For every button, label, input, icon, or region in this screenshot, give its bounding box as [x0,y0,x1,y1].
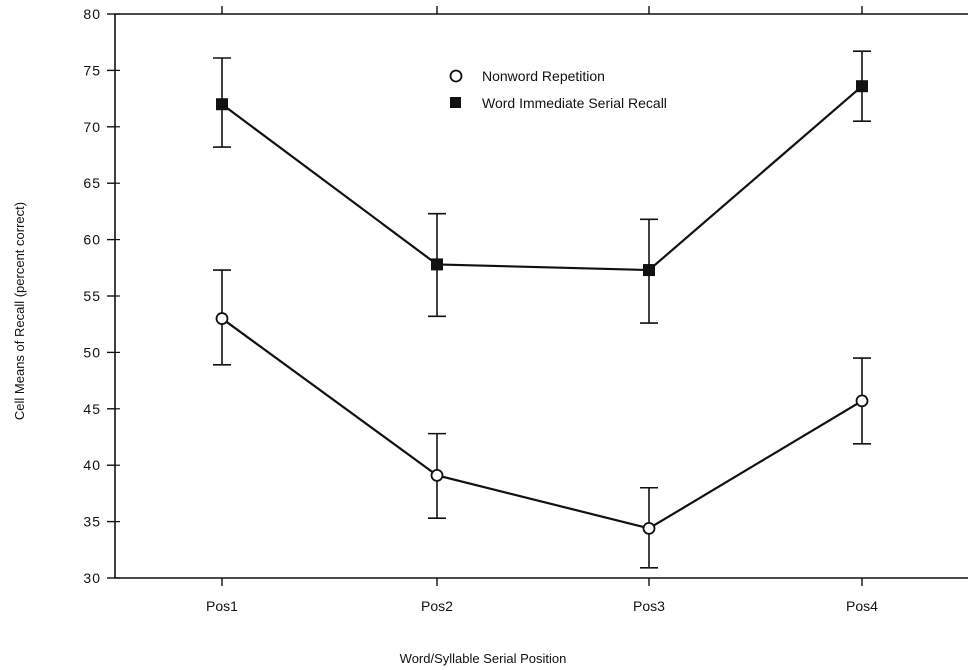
x-axis-title: Word/Syllable Serial Position [400,651,567,666]
y-tick-label: 35 [83,514,101,530]
data-point-circle [430,468,444,482]
y-tick-label: 50 [83,344,101,360]
data-point-square [643,264,655,277]
x-tick-label: Pos1 [206,598,238,614]
y-tick-label: 60 [83,232,101,248]
y-tick-label: 75 [83,62,101,78]
series-line [221,317,863,530]
data-point-circle [215,312,229,325]
data-point-circle [855,394,869,408]
y-axis-title: Cell Means of Recall (percent correct) [12,202,27,420]
data-point-square [856,80,868,93]
series-word-immediate-serial-recall [213,50,871,324]
legend-marker-circle [449,69,463,83]
y-tick-label: 30 [83,570,101,586]
y-tick-label: 65 [83,175,101,191]
series-nonword-repetition [213,269,871,569]
x-tick-label: Pos4 [846,598,878,614]
legend: Nonword Repetition Word Immediate Serial … [449,68,667,111]
x-axis-ticks: Pos1 Pos2 Pos3 Pos4 [206,6,878,614]
series-layer [213,50,871,569]
legend-label: Word Immediate Serial Recall [482,95,667,111]
y-axis-ticks: 30 35 40 45 50 55 60 65 70 75 80 [83,6,120,586]
y-tick-label: 70 [83,119,101,135]
series-line [221,85,863,272]
y-tick-label: 40 [83,457,101,473]
legend-marker-square [450,97,461,108]
y-tick-label: 45 [83,401,101,417]
x-tick-label: Pos3 [633,598,665,614]
data-point-circle [642,521,656,535]
legend-label: Nonword Repetition [482,68,605,84]
x-tick-label: Pos2 [421,598,453,614]
data-point-square [216,98,228,111]
y-tick-label: 80 [83,6,101,22]
y-tick-label: 55 [83,288,101,304]
data-point-square [431,258,443,271]
